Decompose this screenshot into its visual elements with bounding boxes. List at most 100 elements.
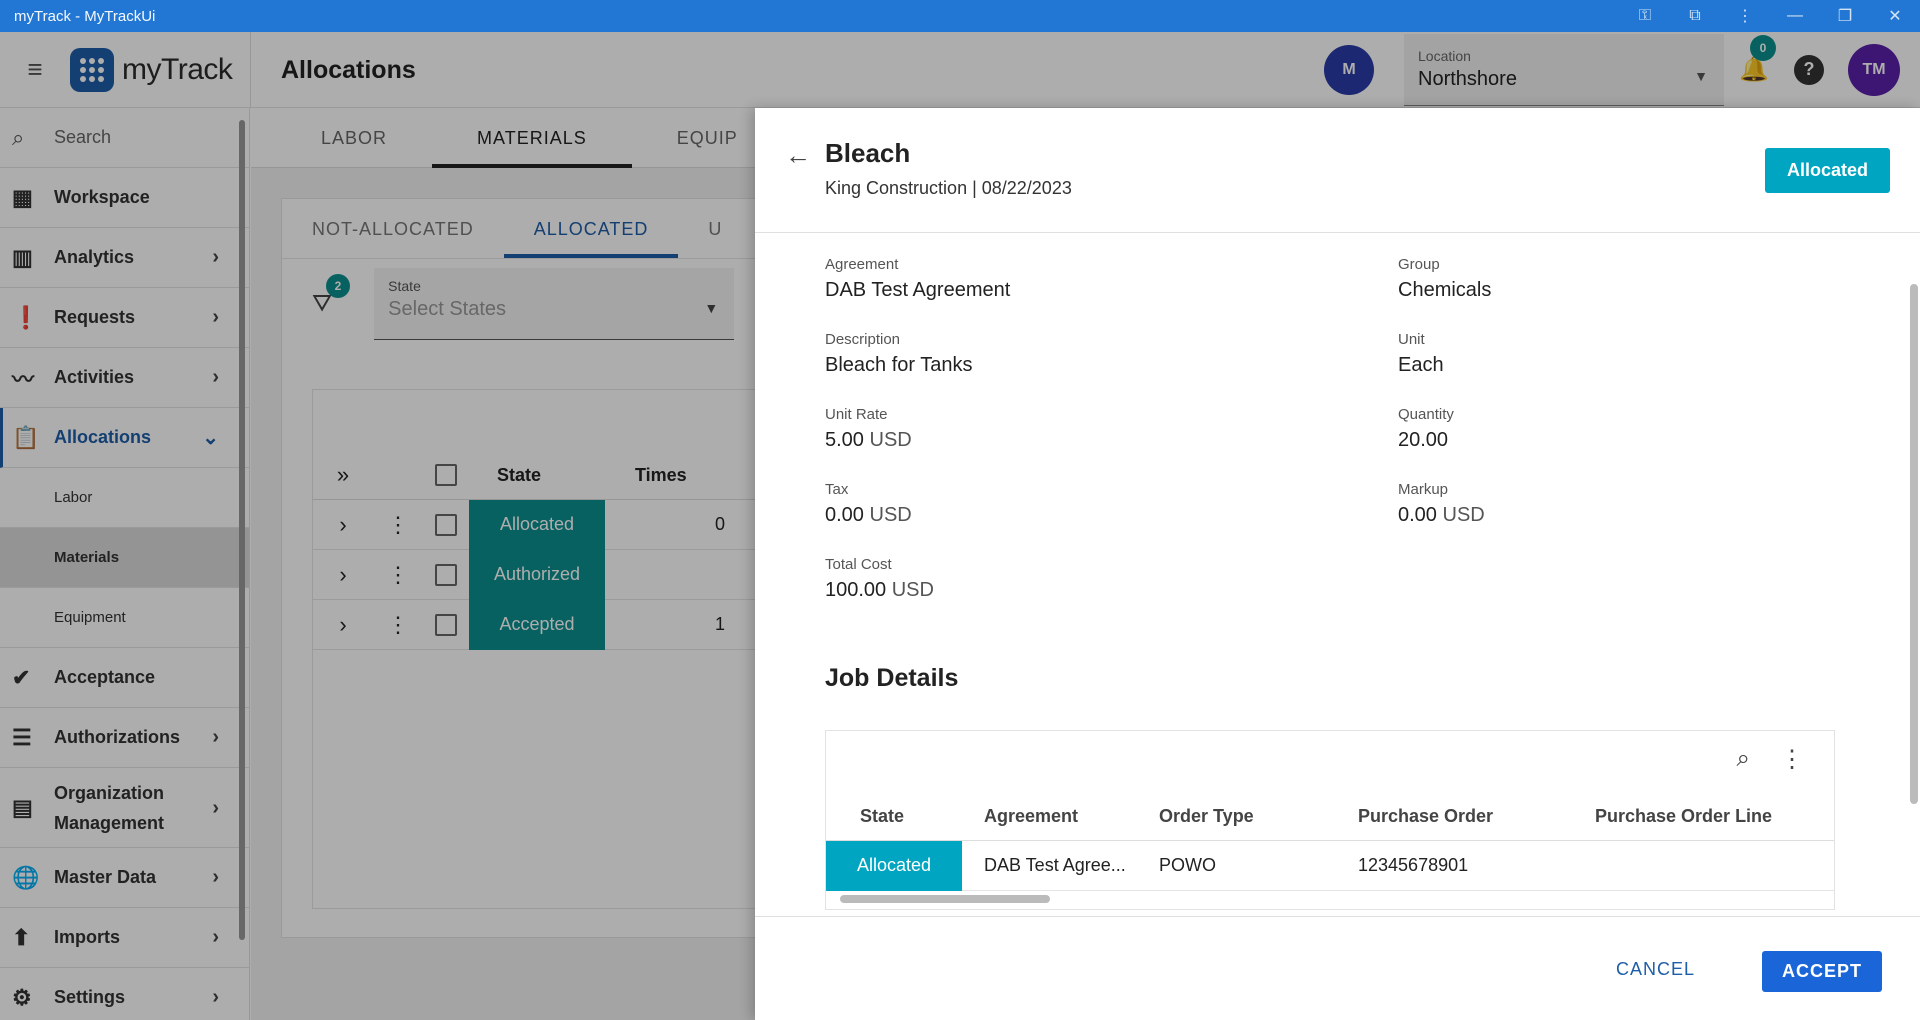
more-vertical-icon[interactable]: ⋮ — [387, 561, 409, 587]
sidebar-search[interactable]: ⌕ Search — [0, 108, 249, 168]
more-vertical-icon[interactable]: ⋮ — [387, 611, 409, 637]
horizontal-scrollbar[interactable] — [840, 895, 1050, 903]
caret-down-icon: ▼ — [704, 300, 719, 316]
subtab-other[interactable]: U — [708, 219, 723, 239]
search-icon[interactable]: ⌕ — [1736, 745, 1750, 772]
expand-all-icon[interactable]: » — [336, 462, 350, 487]
profile-avatar[interactable]: TM — [1848, 43, 1900, 96]
search-placeholder: Search — [54, 127, 112, 147]
filter-row: ⛛ 2 State Select States ▼ — [282, 259, 1180, 349]
job-details-table: ⌕ ⋮ State Agreement Order Type Purchase … — [825, 730, 1835, 910]
tab-labor[interactable]: LABOR — [321, 128, 388, 148]
help-icon[interactable]: ? — [1794, 54, 1824, 85]
chevron-right-icon[interactable]: › — [339, 511, 347, 537]
job-details-title: Job Details — [825, 664, 959, 692]
sidebar-sub-labor[interactable]: Labor — [0, 468, 249, 528]
sidebar-item-requests[interactable]: ❗ Requests › — [0, 288, 249, 348]
status-badge: Authorized — [469, 549, 605, 600]
tab-materials[interactable]: MATERIALS — [432, 108, 632, 168]
table-row[interactable]: › ⋮ Authorized — [313, 549, 1171, 600]
status-badge: Allocated — [469, 499, 605, 550]
chevron-right-icon[interactable]: › — [339, 611, 347, 637]
grid-header: » State Times — [313, 390, 1171, 500]
sidebar-item-settings[interactable]: ⚙ Settings › — [0, 968, 249, 1020]
sidebar-sub-materials[interactable]: Materials — [0, 528, 249, 588]
minimize-button[interactable]: — — [1787, 7, 1803, 24]
sidebar-item-master-data[interactable]: 🌐 Master Data › — [0, 848, 249, 908]
header-agreement[interactable]: Agreement — [984, 806, 1079, 826]
table-toolbar: ⌕ ⋮ — [826, 731, 1834, 793]
header-times[interactable]: Times — [635, 464, 687, 485]
header-purchase-order-line[interactable]: Purchase Order Line — [1595, 806, 1773, 826]
cancel-button[interactable]: CANCEL — [1615, 959, 1695, 979]
row-checkbox[interactable] — [435, 563, 457, 586]
state-placeholder: Select States — [388, 298, 507, 320]
building-icon: ▤ — [12, 794, 33, 820]
extension-icon[interactable]: ⧉ — [1689, 7, 1701, 24]
check-circle-icon: ✔ — [12, 664, 31, 690]
sidebar-item-acceptance[interactable]: ✔ Acceptance — [0, 648, 249, 708]
notifications-button[interactable]: 🔔 0 — [1724, 35, 1784, 84]
close-window-button[interactable]: ✕ — [1888, 8, 1902, 25]
field-total-cost: Total Cost 100.00 USD — [825, 556, 934, 601]
chevron-right-icon: › — [212, 726, 219, 748]
more-vertical-icon[interactable]: ⋮ — [1780, 746, 1804, 773]
tab-equipment[interactable]: EQUIP — [676, 128, 738, 148]
subtab-allocated[interactable]: ALLOCATED — [503, 199, 679, 258]
location-label: Location — [1418, 47, 1471, 64]
back-arrow-icon[interactable]: ← — [785, 140, 811, 170]
menu-icon[interactable]: ≡ — [27, 54, 43, 84]
header-state[interactable]: State — [497, 464, 542, 485]
status-badge: Allocated — [1764, 148, 1890, 193]
more-vertical-icon[interactable]: ⋮ — [387, 511, 409, 537]
row-checkbox[interactable] — [435, 513, 457, 536]
materials-grid: » State Times › ⋮ Allocated 0 › ⋮ Author… — [312, 389, 1172, 909]
globe-icon: 🌐 — [12, 864, 40, 890]
accept-button[interactable]: ACCEPT — [1761, 951, 1882, 992]
vertical-scrollbar[interactable] — [1910, 284, 1918, 804]
field-agreement: Agreement DAB Test Agreement — [825, 256, 1011, 301]
field-markup: Markup 0.00 USD — [1398, 481, 1485, 526]
header-purchase-order[interactable]: Purchase Order — [1358, 806, 1494, 826]
subtab-not-allocated[interactable]: NOT-ALLOCATED — [312, 219, 474, 239]
location-select[interactable]: Location Northshore ▼ — [1404, 33, 1724, 106]
chevron-right-icon: › — [212, 866, 219, 888]
app-name: myTrack — [122, 52, 233, 86]
chevron-down-icon: ⌄ — [202, 427, 219, 449]
state-label: State — [388, 278, 421, 294]
job-table-header: State Agreement Order Type Purchase Orde… — [826, 793, 1834, 841]
user-avatar[interactable]: M — [1324, 44, 1374, 95]
trend-icon: 〰 — [12, 366, 35, 392]
chevron-right-icon: › — [212, 246, 219, 268]
filter-icon[interactable]: ⛛ 2 — [312, 274, 350, 318]
field-group: Group Chemicals — [1398, 256, 1492, 301]
sidebar-sub-equipment[interactable]: Equipment — [0, 588, 249, 648]
sidebar-item-imports[interactable]: ⬆ Imports › — [0, 908, 249, 968]
sidebar-item-analytics[interactable]: ▥ Analytics › — [0, 228, 249, 288]
row-checkbox[interactable] — [435, 613, 457, 636]
table-row[interactable]: › ⋮ Allocated 0 — [313, 499, 1171, 550]
state-select[interactable]: State Select States ▼ — [374, 268, 735, 340]
key-icon[interactable]: ⚿ — [1638, 7, 1652, 24]
sidebar-item-allocations[interactable]: 📋 Allocations ⌄ — [0, 408, 249, 468]
field-unit: Unit Each — [1398, 331, 1444, 376]
drawer-subtitle: King Construction | 08/22/2023 — [825, 178, 1072, 198]
sidebar-scrollbar[interactable] — [239, 120, 245, 940]
field-unit-rate: Unit Rate 5.00 USD — [825, 406, 912, 451]
restore-button[interactable]: ❐ — [1837, 8, 1853, 25]
chevron-right-icon[interactable]: › — [339, 561, 347, 587]
chevron-right-icon: › — [212, 366, 219, 388]
more-vertical-icon[interactable]: ⋮ — [1737, 8, 1753, 25]
sidebar-item-activities[interactable]: 〰 Activities › — [0, 348, 249, 408]
drawer-title: Bleach — [825, 138, 911, 168]
select-all-checkbox[interactable] — [435, 464, 457, 486]
sidebar-item-authorizations[interactable]: ☰ Authorizations › — [0, 708, 249, 768]
table-row[interactable]: › ⋮ Accepted 1 — [313, 599, 1171, 650]
table-row[interactable]: Allocated DAB Test Agree... POWO 1234567… — [826, 840, 1834, 891]
chevron-right-icon: › — [212, 306, 219, 328]
header-order-type[interactable]: Order Type — [1159, 806, 1254, 826]
sidebar-item-workspace[interactable]: ▦ Workspace — [0, 168, 249, 228]
header-state[interactable]: State — [860, 806, 905, 826]
app-logo: myTrack — [70, 47, 250, 92]
sidebar-item-organization-management[interactable]: ▤ Organization Management › — [0, 768, 249, 848]
